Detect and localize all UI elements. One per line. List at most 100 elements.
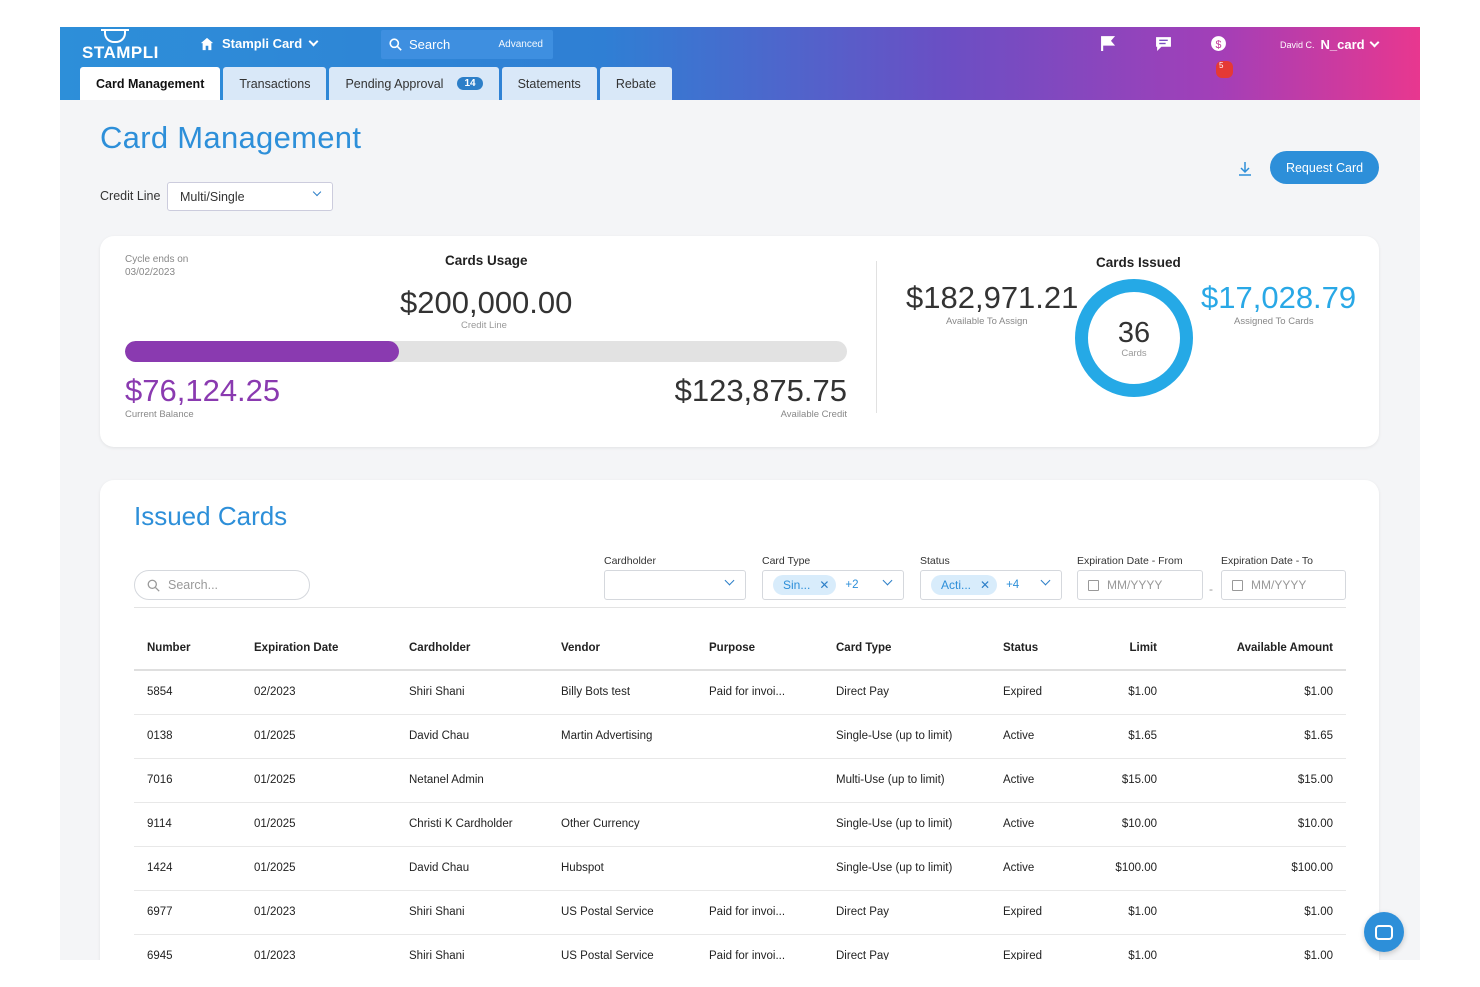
table-cell: Shiri Shani — [396, 934, 548, 960]
table-cell: Netanel Admin — [396, 758, 548, 803]
column-header[interactable]: Vendor — [548, 626, 696, 671]
table-cell: 01/2025 — [241, 758, 396, 803]
column-header[interactable]: Expiration Date — [241, 626, 396, 671]
flag-icon[interactable] — [1100, 35, 1117, 52]
column-header[interactable]: Available Amount — [1170, 626, 1346, 671]
download-icon[interactable] — [1237, 160, 1253, 178]
calendar-icon — [1232, 579, 1243, 591]
advanced-search-link[interactable]: Advanced — [498, 39, 543, 50]
current-balance-caption: Current Balance — [125, 409, 194, 420]
page-title: Card Management — [100, 120, 362, 155]
table-cell: 9114 — [134, 802, 241, 847]
credit-line-caption: Credit Line — [461, 320, 507, 331]
table-cell: David Chau — [396, 714, 548, 759]
available-to-assign-caption: Available To Assign — [946, 316, 1028, 327]
table-cell: $1.00 — [1090, 934, 1170, 960]
stampli-logo[interactable]: STAMPLI — [82, 29, 158, 62]
exp-to-input[interactable]: MM/YYYY — [1221, 570, 1346, 600]
cycle-label: Cycle ends on — [125, 254, 189, 265]
table-cell: Expired — [990, 890, 1090, 935]
exp-to-placeholder: MM/YYYY — [1251, 578, 1307, 592]
home-dropdown[interactable]: Stampli Card — [200, 36, 319, 51]
chat-launcher-button[interactable] — [1364, 912, 1404, 952]
column-header[interactable]: Cardholder — [396, 626, 548, 671]
column-header[interactable]: Number — [134, 626, 241, 671]
credit-line-select[interactable]: Multi/Single — [167, 182, 333, 211]
cardholder-filter[interactable] — [604, 570, 746, 600]
status-chip[interactable]: Acti... ✕ — [931, 575, 998, 595]
table-cell: US Postal Service — [548, 934, 696, 960]
table-cell: $1.00 — [1170, 934, 1346, 960]
close-icon[interactable]: ✕ — [819, 578, 830, 592]
cards-usage-title: Cards Usage — [445, 253, 528, 268]
card-type-chip[interactable]: Sin... ✕ — [773, 575, 837, 595]
table-cell: $1.00 — [1090, 890, 1170, 935]
chat-icon[interactable] — [1155, 35, 1172, 52]
table-cell: Active — [990, 846, 1090, 891]
usage-progress-fill — [125, 341, 400, 362]
pending-count-badge: 14 — [457, 77, 483, 90]
tab-rebate[interactable]: Rebate — [599, 67, 673, 100]
tab-label: Card Management — [96, 76, 205, 91]
exp-from-label: Expiration Date - From — [1077, 555, 1183, 567]
table-cell: US Postal Service — [548, 890, 696, 935]
column-header[interactable]: Status — [990, 626, 1090, 671]
table-header-row: Number Expiration Date Cardholder Vendor… — [134, 626, 1346, 671]
table-row[interactable]: 6945 01/2023 Shiri Shani US Postal Service P… — [134, 934, 1346, 960]
credit-line-value: Multi/Single — [180, 189, 245, 204]
home-icon — [200, 37, 214, 50]
tab-label: Pending Approval — [345, 76, 444, 91]
table-cell: 01/2025 — [241, 846, 396, 891]
cards-issued-title: Cards Issued — [1096, 255, 1181, 270]
calendar-icon — [1088, 579, 1099, 591]
tab-statements[interactable]: Statements — [501, 67, 597, 100]
chevron-down-icon — [1040, 575, 1051, 586]
table-cell: Paid for invoi... — [696, 934, 823, 960]
tab-transactions[interactable]: Transactions — [223, 67, 327, 100]
chevron-down-icon — [312, 187, 322, 197]
table-cell: $15.00 — [1170, 758, 1346, 803]
table-cell: Shiri Shani — [396, 670, 548, 715]
column-header[interactable]: Limit — [1090, 626, 1170, 671]
main-tabs: Card Management Transactions Pending App… — [80, 67, 673, 100]
chevron-down-icon — [882, 575, 893, 586]
tab-card-management[interactable]: Card Management — [80, 67, 221, 100]
exp-from-input[interactable]: MM/YYYY — [1077, 570, 1203, 600]
available-credit-amount: $123,875.75 — [674, 373, 847, 408]
logo-hat-icon — [101, 29, 129, 43]
table-cell: $1.65 — [1090, 714, 1170, 759]
table-cell: Hubspot — [548, 846, 696, 891]
table-cell: $1.00 — [1170, 890, 1346, 935]
table-cell: 5854 — [134, 670, 241, 715]
table-row[interactable]: 7016 01/2025 Netanel Admin Multi-Use (up to… — [134, 758, 1346, 803]
table-row[interactable]: 0138 01/2025 David Chau Martin Advertising S… — [134, 714, 1346, 759]
table-cell: Christi K Cardholder — [396, 802, 548, 847]
issued-cards-title: Issued Cards — [134, 501, 288, 531]
cards-count: 36 — [1117, 316, 1151, 349]
request-card-button[interactable]: Request Card — [1270, 151, 1379, 184]
tab-pending-approval[interactable]: Pending Approval 14 — [329, 67, 499, 100]
chat-bubble-icon — [1375, 924, 1393, 940]
close-icon[interactable]: ✕ — [980, 578, 991, 592]
card-type-more: +2 — [845, 579, 859, 591]
table-cell: 02/2023 — [241, 670, 396, 715]
user-menu[interactable]: David C. N_card — [1280, 37, 1380, 52]
top-navigation-bar: STAMPLI Stampli Card Search Advanced $5 … — [60, 27, 1420, 100]
table-cell: $1.65 — [1170, 714, 1346, 759]
table-row[interactable]: 5854 02/2023 Shiri Shani Billy Bots test Pai… — [134, 670, 1346, 715]
table-cell — [696, 714, 823, 759]
table-cell: 01/2023 — [241, 934, 396, 960]
logo-text: STAMPLI — [82, 43, 159, 62]
status-filter-label: Status — [920, 555, 950, 567]
column-header[interactable]: Purpose — [696, 626, 823, 671]
card-type-filter[interactable]: Sin... ✕ +2 — [762, 570, 904, 600]
cards-search-input[interactable]: Search... — [134, 570, 310, 600]
table-cell: Other Currency — [548, 802, 696, 847]
status-filter[interactable]: Acti... ✕ +4 — [920, 570, 1062, 600]
table-row[interactable]: 9114 01/2025 Christi K Cardholder Other Cur… — [134, 802, 1346, 847]
column-header[interactable]: Card Type — [823, 626, 990, 671]
notifications-icon[interactable]: $5 — [1210, 35, 1233, 78]
table-row[interactable]: 1424 01/2025 David Chau Hubspot Single-Use (… — [134, 846, 1346, 891]
table-row[interactable]: 6977 01/2023 Shiri Shani US Postal Service P… — [134, 890, 1346, 935]
global-search[interactable]: Search Advanced — [381, 30, 553, 59]
